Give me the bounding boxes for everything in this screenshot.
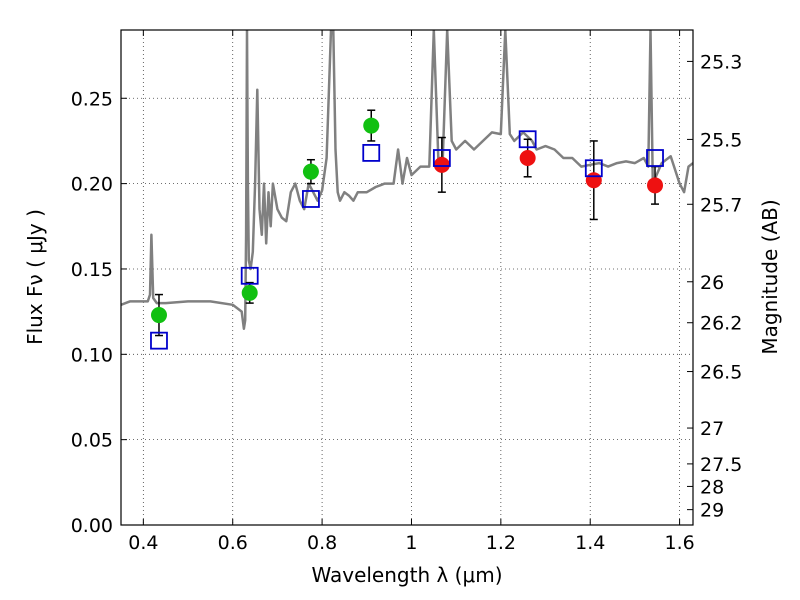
tick-labels: 0.4 0.6 0.8 1 1.2 1.4 1.6 0.00 0.05 0.10 0.15 0.20 0…	[71, 51, 743, 554]
spectrum-line	[121, 30, 693, 330]
magnitude-tick-label: 29	[700, 500, 724, 522]
model-square	[584, 159, 603, 178]
spectrum-layer	[121, 30, 693, 330]
green-point	[302, 163, 319, 180]
x-tick-label: 0.8	[307, 532, 337, 554]
magnitude-tick-label: 25.3	[700, 51, 742, 73]
magnitude-tick-label: 26.2	[700, 313, 742, 335]
x-tick-label: 1.6	[664, 532, 694, 554]
y-tick-label: 0.10	[71, 344, 113, 366]
green-point	[363, 117, 380, 134]
model-square	[518, 130, 537, 149]
model-square	[646, 149, 664, 167]
magnitude-tick-label: 25.5	[700, 129, 742, 151]
y-tick-label: 0.25	[71, 88, 113, 110]
magnitude-tick-label: 28	[700, 476, 724, 498]
magnitude-tick-label: 27	[700, 418, 724, 440]
x-axis-label: Wavelength λ (μm)	[311, 563, 502, 587]
red-point	[585, 172, 602, 189]
red-point	[647, 177, 664, 194]
green-point	[241, 284, 258, 301]
right-axis-label: Magnitude (AB)	[758, 199, 782, 354]
magnitude-tick-label: 27.5	[700, 454, 742, 476]
y-tick-label: 0.00	[71, 515, 113, 537]
model-square	[150, 331, 168, 350]
x-tick-label: 0.4	[128, 532, 158, 554]
x-tick-label: 1.2	[486, 532, 516, 554]
plot-background	[121, 30, 693, 525]
tick-marks	[121, 30, 693, 526]
y-tick-label: 0.05	[71, 430, 113, 452]
magnitude-tick-label: 25.7	[700, 194, 742, 216]
model-square	[302, 190, 320, 208]
x-tick-label: 1	[405, 532, 417, 554]
green-point	[150, 307, 167, 324]
y-tick-label: 0.20	[71, 174, 113, 196]
x-tick-label: 1.4	[575, 532, 605, 554]
points-layer	[150, 109, 664, 350]
magnitude-tick-label: 26.5	[700, 362, 742, 384]
x-tick-label: 0.6	[218, 532, 248, 554]
plot-frame	[120, 29, 694, 526]
model-square	[432, 149, 451, 167]
y-tick-label: 0.15	[71, 259, 113, 281]
magnitude-tick-label: 26	[700, 272, 724, 294]
red-point	[433, 156, 450, 173]
y-axis-label: Flux Fν ( μJy )	[23, 209, 47, 345]
red-point	[519, 150, 536, 167]
model-square	[362, 143, 381, 162]
model-square	[240, 266, 259, 285]
